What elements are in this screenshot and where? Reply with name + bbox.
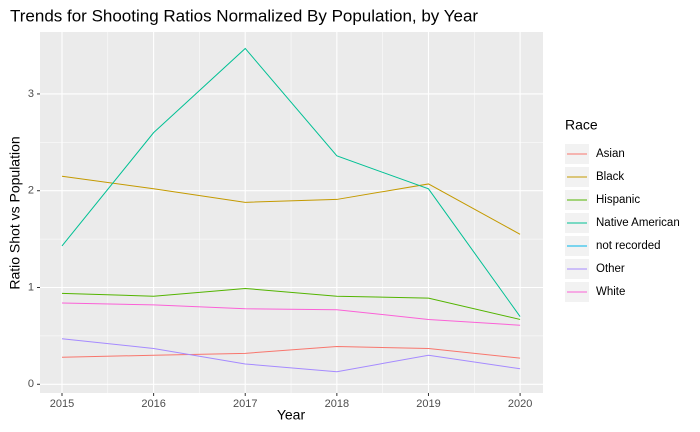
chart-title: Trends for Shooting Ratios Normalized By… [10, 6, 478, 25]
x-axis-label: Year [277, 407, 306, 423]
series-line [61, 175, 521, 235]
plot-panel [40, 32, 543, 393]
x-tick-label: 2017 [233, 398, 257, 410]
y-tick-label: 2 [28, 185, 34, 197]
legend-title: Race [565, 117, 598, 133]
x-tick-label: 2020 [508, 398, 532, 410]
series-line [61, 287, 521, 320]
x-tick-label: 2015 [50, 398, 74, 410]
legend-label: Hispanic [596, 194, 640, 206]
legend-label: Asian [596, 148, 625, 160]
x-tick-label: 2019 [416, 398, 440, 410]
y-tick-label: 3 [28, 88, 34, 100]
y-tick-label: 1 [28, 281, 34, 293]
legend-label: Black [596, 171, 624, 183]
series-line [61, 302, 521, 326]
series-line [61, 346, 521, 359]
legend-label: Native American [596, 217, 680, 229]
legend-label: not recorded [596, 240, 661, 252]
x-tick-label: 2016 [141, 398, 165, 410]
y-tick-label: 0 [28, 378, 34, 390]
series-line [61, 338, 521, 373]
legend-label: White [596, 286, 625, 298]
legend-label: Other [596, 263, 625, 275]
y-axis-label: Ratio Shot vs Population [7, 136, 23, 289]
x-tick-label: 2018 [325, 398, 349, 410]
series-line [61, 47, 521, 317]
